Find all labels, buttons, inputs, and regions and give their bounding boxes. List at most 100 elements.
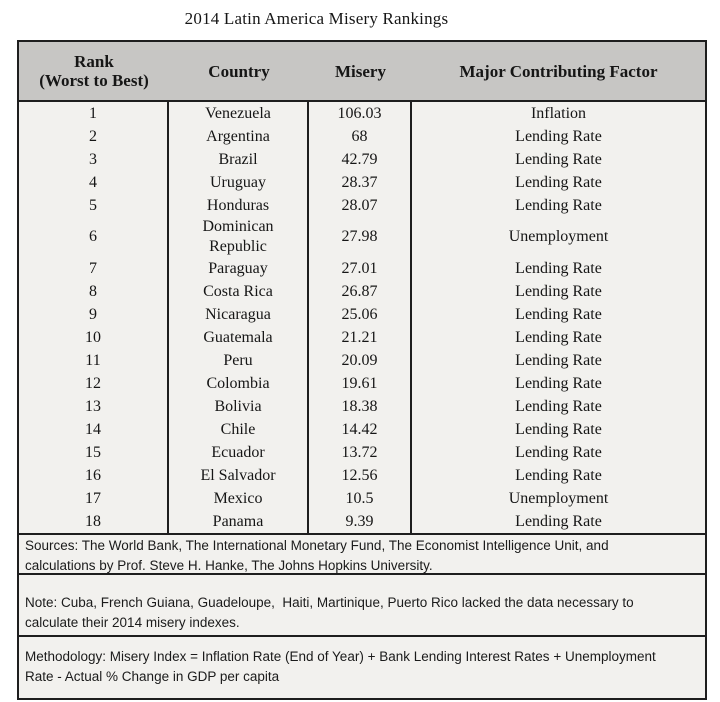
column-header-country: Country bbox=[208, 61, 270, 81]
misery-cell: 25.06 bbox=[309, 303, 412, 326]
factor-cell: Lending Rate bbox=[515, 374, 602, 392]
table-row: 5 Honduras 28.07 Lending Rate bbox=[19, 194, 705, 217]
rank-cell: 6 bbox=[19, 217, 169, 257]
rank-cell: 8 bbox=[19, 280, 169, 303]
country-cell: El Salvador bbox=[169, 464, 309, 487]
country-cell: Peru bbox=[169, 349, 309, 372]
column-header-rank: Rank (Worst to Best) bbox=[19, 52, 169, 90]
rank-header-line1: Rank bbox=[74, 52, 114, 71]
country-cell: Honduras bbox=[169, 194, 309, 217]
missing-data-note: Note: Cuba, French Guiana, Guadeloupe, H… bbox=[19, 573, 705, 635]
table-row: 10 Guatemala 21.21 Lending Rate bbox=[19, 326, 705, 349]
table-row: 7 Paraguay 27.01 Lending Rate bbox=[19, 257, 705, 280]
table-row: 2 Argentina 68 Lending Rate bbox=[19, 125, 705, 148]
table-row: 16 El Salvador 12.56 Lending Rate bbox=[19, 464, 705, 487]
misery-cell: 27.98 bbox=[309, 217, 412, 257]
table-row: 13 Bolivia 18.38 Lending Rate bbox=[19, 395, 705, 418]
misery-cell: 28.37 bbox=[309, 171, 412, 194]
misery-cell: 10.5 bbox=[309, 487, 412, 510]
rank-cell: 16 bbox=[19, 464, 169, 487]
factor-cell: Lending Rate bbox=[515, 173, 602, 191]
misery-cell: 13.72 bbox=[309, 441, 412, 464]
rank-cell: 10 bbox=[19, 326, 169, 349]
rank-cell: 14 bbox=[19, 418, 169, 441]
factor-cell: Inflation bbox=[530, 104, 587, 122]
country-cell: Panama bbox=[169, 510, 309, 533]
country-cell: Paraguay bbox=[169, 257, 309, 280]
factor-cell: Lending Rate bbox=[515, 512, 602, 530]
factor-cell: Unemployment bbox=[508, 228, 609, 245]
misery-cell: 42.79 bbox=[309, 148, 412, 171]
misery-cell: 14.42 bbox=[309, 418, 412, 441]
misery-cell: 18.38 bbox=[309, 395, 412, 418]
country-cell: Mexico bbox=[169, 487, 309, 510]
rank-cell: 9 bbox=[19, 303, 169, 326]
misery-cell: 68 bbox=[309, 125, 412, 148]
factor-cell: Lending Rate bbox=[515, 150, 602, 168]
rank-cell: 11 bbox=[19, 349, 169, 372]
column-header-misery: Misery bbox=[335, 61, 386, 81]
misery-rankings-table: Rank (Worst to Best) Country Misery Majo… bbox=[17, 40, 707, 700]
rank-cell: 3 bbox=[19, 148, 169, 171]
factor-cell: Lending Rate bbox=[515, 259, 602, 277]
country-cell: Nicaragua bbox=[169, 303, 309, 326]
factor-cell: Lending Rate bbox=[515, 305, 602, 323]
factor-cell: Lending Rate bbox=[515, 282, 602, 300]
country-cell: Ecuador bbox=[169, 441, 309, 464]
table-header-row: Rank (Worst to Best) Country Misery Majo… bbox=[19, 42, 705, 102]
misery-cell: 9.39 bbox=[309, 510, 412, 533]
rank-header-line2: (Worst to Best) bbox=[39, 71, 149, 90]
misery-cell: 26.87 bbox=[309, 280, 412, 303]
misery-cell: 21.21 bbox=[309, 326, 412, 349]
table-row: 8 Costa Rica 26.87 Lending Rate bbox=[19, 280, 705, 303]
table-row: 12 Colombia 19.61 Lending Rate bbox=[19, 372, 705, 395]
table-row: 4 Uruguay 28.37 Lending Rate bbox=[19, 171, 705, 194]
factor-cell: Lending Rate bbox=[515, 443, 602, 461]
page-title: 2014 Latin America Misery Rankings bbox=[184, 9, 449, 28]
table-row: 18 Panama 9.39 Lending Rate bbox=[19, 510, 705, 533]
table-row: 14 Chile 14.42 Lending Rate bbox=[19, 418, 705, 441]
country-cell: Costa Rica bbox=[169, 280, 309, 303]
column-header-factor: Major Contributing Factor bbox=[459, 61, 658, 81]
rank-cell: 5 bbox=[19, 194, 169, 217]
factor-cell: Lending Rate bbox=[515, 328, 602, 346]
country-cell: Bolivia bbox=[169, 395, 309, 418]
misery-cell: 20.09 bbox=[309, 349, 412, 372]
table-row: 3 Brazil 42.79 Lending Rate bbox=[19, 148, 705, 171]
rank-cell: 7 bbox=[19, 257, 169, 280]
table-row: 1 Venezuela 106.03 Inflation bbox=[19, 102, 705, 125]
factor-cell: Lending Rate bbox=[515, 196, 602, 214]
rank-cell: 4 bbox=[19, 171, 169, 194]
country-cell: Argentina bbox=[169, 125, 309, 148]
misery-cell: 106.03 bbox=[309, 102, 412, 125]
table-body: 1 Venezuela 106.03 Inflation 2 Argentina… bbox=[19, 102, 705, 533]
factor-cell: Lending Rate bbox=[515, 420, 602, 438]
factor-cell: Lending Rate bbox=[515, 351, 602, 369]
factor-cell: Lending Rate bbox=[515, 466, 602, 484]
country-cell: Chile bbox=[169, 418, 309, 441]
misery-cell: 12.56 bbox=[309, 464, 412, 487]
table-row: 11 Peru 20.09 Lending Rate bbox=[19, 349, 705, 372]
rank-cell: 17 bbox=[19, 487, 169, 510]
rank-cell: 2 bbox=[19, 125, 169, 148]
country-cell: Venezuela bbox=[169, 102, 309, 125]
table-row: 6 Dominican Republic 27.98 Unemployment bbox=[19, 217, 705, 257]
country-cell: Guatemala bbox=[169, 326, 309, 349]
country-cell: Dominican Republic bbox=[169, 217, 309, 257]
sources-note: Sources: The World Bank, The Internation… bbox=[19, 533, 705, 573]
country-cell: Brazil bbox=[169, 148, 309, 171]
table-row: 17 Mexico 10.5 Unemployment bbox=[19, 487, 705, 510]
country-cell: Uruguay bbox=[169, 171, 309, 194]
rank-cell: 13 bbox=[19, 395, 169, 418]
rank-cell: 18 bbox=[19, 510, 169, 533]
rank-cell: 12 bbox=[19, 372, 169, 395]
rank-cell: 15 bbox=[19, 441, 169, 464]
factor-cell: Lending Rate bbox=[515, 397, 602, 415]
methodology-note: Methodology: Misery Index = Inflation Ra… bbox=[19, 635, 705, 695]
table-row: 9 Nicaragua 25.06 Lending Rate bbox=[19, 303, 705, 326]
factor-cell: Lending Rate bbox=[515, 127, 602, 145]
country-cell: Colombia bbox=[169, 372, 309, 395]
misery-cell: 19.61 bbox=[309, 372, 412, 395]
table-row: 15 Ecuador 13.72 Lending Rate bbox=[19, 441, 705, 464]
